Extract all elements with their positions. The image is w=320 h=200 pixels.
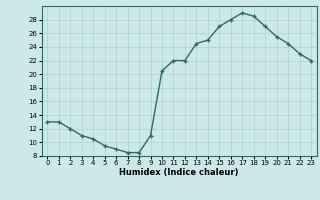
X-axis label: Humidex (Indice chaleur): Humidex (Indice chaleur) xyxy=(119,168,239,177)
